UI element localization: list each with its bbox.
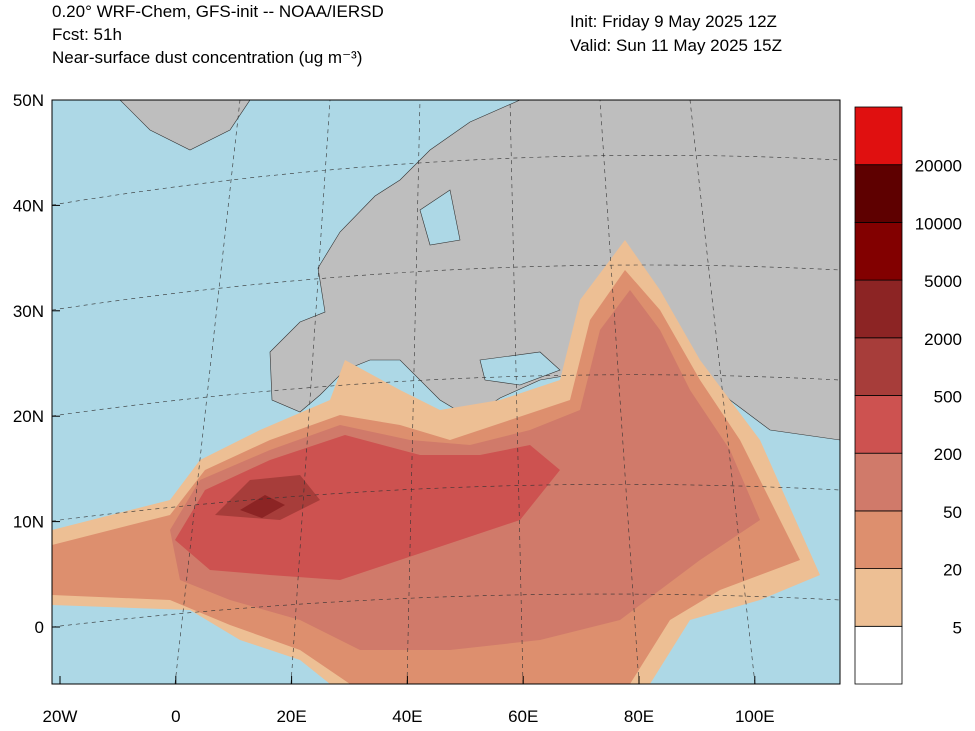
init-time: Init: Friday 9 May 2025 12Z <box>570 12 777 31</box>
lon-label: 80E <box>624 707 654 726</box>
colorbar-label: 5 <box>953 618 962 637</box>
colorbar-label: 500 <box>934 388 962 407</box>
colorbar-box <box>854 221 903 281</box>
lon-label: 60E <box>508 707 538 726</box>
colorbar-label: 10000 <box>915 214 962 233</box>
lat-label: 40N <box>13 196 44 215</box>
map <box>52 100 840 684</box>
lat-label: 30N <box>13 302 44 321</box>
lat-label: 20N <box>13 407 44 426</box>
lat-label: 0 <box>35 618 44 637</box>
colorbar-label: 20000 <box>915 157 962 176</box>
colorbar-box <box>854 164 903 223</box>
lon-label: 0 <box>171 707 180 726</box>
colorbar-box <box>854 279 903 339</box>
lon-label: 40E <box>392 707 422 726</box>
colorbar-box <box>854 625 903 685</box>
colorbar-label: 200 <box>934 445 962 464</box>
colorbar-box <box>854 106 903 166</box>
lon-label: 20W <box>43 707 78 726</box>
lon-label: 100E <box>735 707 775 726</box>
colorbar-label: 2000 <box>924 330 962 349</box>
colorbar-box <box>854 568 903 627</box>
valid-time: Valid: Sun 11 May 2025 15Z <box>570 36 782 55</box>
title: 0.20° WRF-Chem, GFS-init -- NOAA/IERSD <box>52 2 384 21</box>
colorbar-label: 20 <box>943 561 962 580</box>
colorbar-box <box>854 337 903 396</box>
subtitle: Near-surface dust concentration (ug m⁻³) <box>52 48 362 67</box>
forecast: Fcst: 51h <box>52 25 122 44</box>
colorbar-box <box>854 395 903 454</box>
lon-label: 20E <box>276 707 306 726</box>
colorbar-box <box>854 510 903 569</box>
lat-label: 50N <box>13 91 44 110</box>
colorbar-label: 50 <box>943 503 962 522</box>
colorbar-label: 5000 <box>924 272 962 291</box>
lat-label: 10N <box>13 513 44 532</box>
colorbar-box <box>854 452 903 512</box>
